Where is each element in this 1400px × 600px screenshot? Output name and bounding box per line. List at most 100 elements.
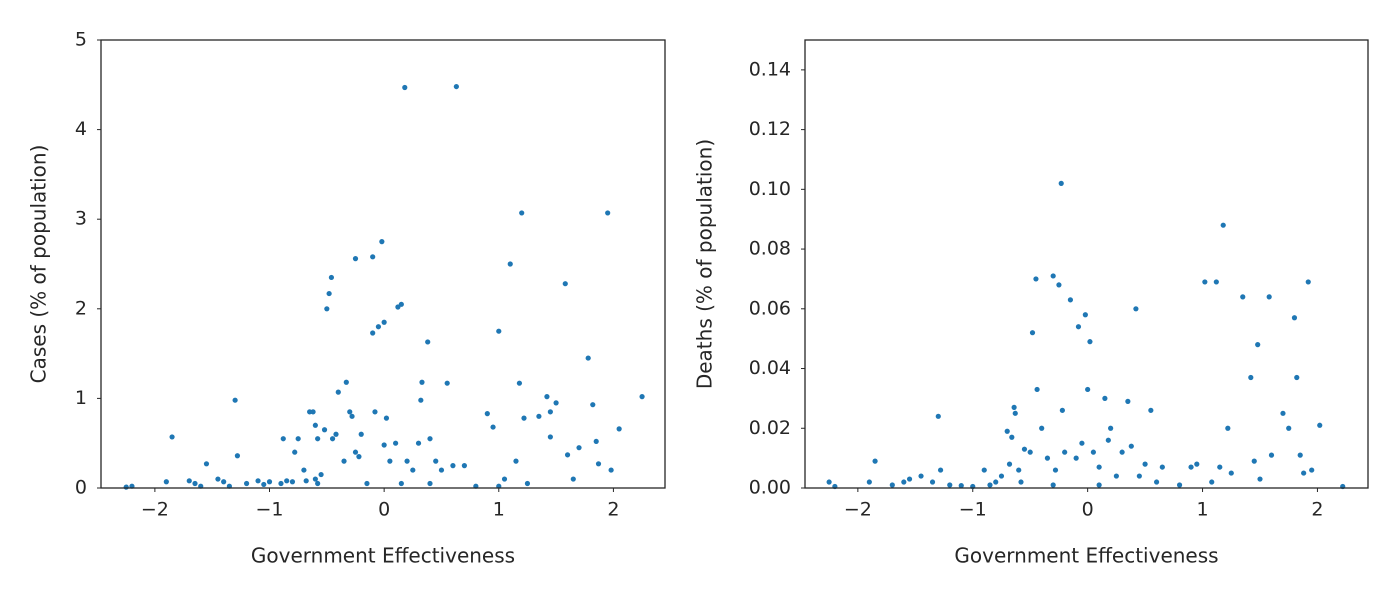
axes-frame (100, 39, 666, 489)
point (1119, 449, 1125, 455)
point (516, 380, 523, 386)
y-tick-label: 0.08 (749, 238, 791, 260)
point (1251, 458, 1257, 464)
point (1058, 180, 1064, 186)
point (315, 436, 321, 442)
point (1305, 279, 1311, 285)
point (562, 281, 568, 287)
x-axis-label: Government Effectiveness (251, 544, 515, 568)
x-tick-label: −1 (959, 499, 987, 521)
point (356, 454, 362, 460)
point (1062, 449, 1068, 455)
point (444, 380, 450, 386)
point (312, 422, 318, 428)
point (1153, 479, 1160, 485)
point (521, 415, 527, 421)
point (590, 402, 596, 408)
y-axis-label: Cases (% of population) (27, 145, 51, 384)
point (450, 463, 456, 469)
point (490, 424, 496, 430)
point (352, 449, 359, 455)
point (1268, 452, 1275, 458)
point (375, 324, 382, 330)
point (1039, 425, 1045, 431)
x-tick-label: 2 (1311, 499, 1323, 521)
y-tick-label: 0.02 (749, 417, 791, 439)
point (312, 476, 318, 482)
point (433, 458, 439, 464)
point (1079, 440, 1085, 446)
point (1108, 425, 1114, 431)
point (1059, 407, 1065, 413)
point (1133, 306, 1139, 312)
point (1220, 222, 1226, 228)
point (1067, 297, 1074, 303)
point (958, 483, 964, 489)
y-tick-label: 0.12 (749, 118, 791, 140)
point (987, 482, 993, 488)
point (937, 467, 944, 473)
point (427, 480, 433, 487)
point (383, 415, 390, 421)
x-axis-label: Government Effectiveness (954, 544, 1218, 568)
point (341, 458, 347, 464)
x-tick-label: 0 (378, 499, 390, 521)
point (1044, 455, 1051, 461)
point (496, 328, 502, 334)
point (284, 478, 290, 484)
point (192, 480, 198, 487)
point (324, 306, 330, 312)
point (1105, 437, 1111, 443)
point (203, 461, 210, 467)
point (553, 400, 559, 406)
point (1021, 446, 1028, 452)
point (303, 478, 309, 484)
point (1009, 434, 1015, 440)
y-tick-label: 0.10 (749, 178, 791, 200)
point (1217, 464, 1223, 470)
point (901, 479, 907, 485)
x-tick-label: −1 (256, 499, 284, 521)
point (524, 480, 531, 487)
point (1128, 443, 1134, 449)
y-tick-label: 4 (75, 118, 87, 140)
point (608, 467, 614, 473)
point (484, 411, 490, 417)
point (352, 256, 359, 262)
point (328, 274, 335, 281)
point (1034, 386, 1040, 393)
point (1029, 330, 1036, 336)
point (547, 409, 553, 415)
point (425, 339, 431, 345)
point (826, 479, 832, 485)
point (278, 480, 284, 487)
point (1090, 449, 1096, 455)
point (280, 436, 286, 442)
y-tick-label: 0 (75, 477, 87, 499)
point (404, 458, 410, 464)
point (1228, 470, 1234, 476)
point (918, 473, 924, 479)
point (595, 461, 602, 467)
point (402, 84, 408, 91)
x-tick-label: 2 (607, 499, 619, 521)
x-tick-label: −2 (844, 499, 872, 521)
point (570, 476, 576, 482)
point (1194, 461, 1200, 467)
point (1082, 312, 1088, 318)
point (410, 467, 416, 473)
point (993, 479, 999, 485)
point (1209, 479, 1215, 485)
point (1006, 461, 1013, 467)
point (370, 254, 376, 260)
point (1012, 410, 1018, 416)
point (315, 480, 321, 487)
point (243, 480, 250, 487)
point (292, 449, 298, 455)
y-tick-label: 1 (75, 387, 87, 409)
point (1016, 467, 1022, 473)
point (507, 261, 513, 267)
point (935, 413, 941, 419)
